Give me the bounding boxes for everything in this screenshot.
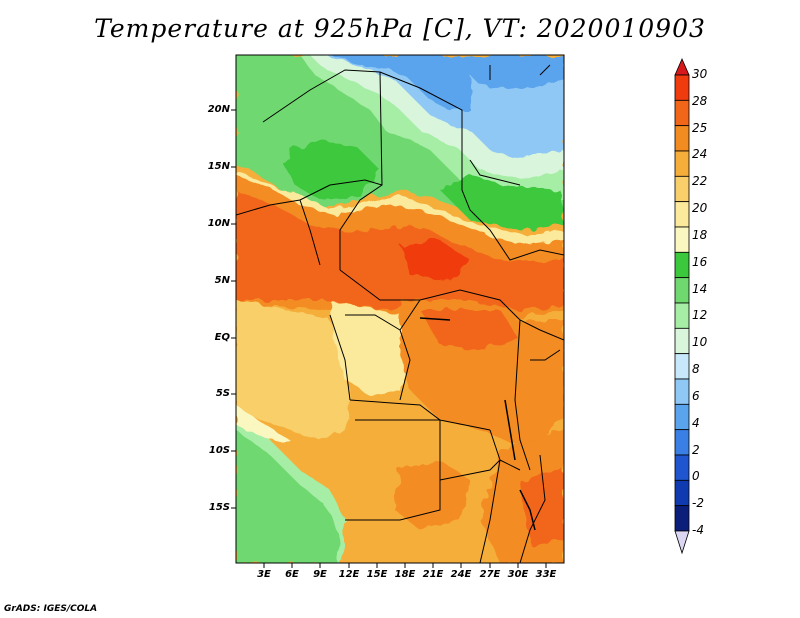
colorbar-label: 20 [692, 201, 708, 216]
lon-label: 9E [313, 569, 327, 580]
lat-label: 5S [215, 388, 230, 399]
colorbar-box [674, 226, 690, 253]
lat-label: 15S [208, 502, 230, 513]
colorbar-label: 18 [692, 227, 708, 242]
colorbar-box [674, 175, 690, 203]
colorbar-box [674, 277, 690, 304]
colorbar-box [674, 201, 690, 228]
lon-label: 33E [535, 569, 557, 580]
lat-label: 10S [208, 445, 230, 456]
lon-label: 15E [366, 569, 388, 580]
colorbar [674, 58, 690, 555]
colorbar-box [674, 251, 690, 279]
colorbar-label: 14 [692, 281, 708, 296]
colorbar-label: 4 [692, 415, 700, 430]
colorbar-box [674, 302, 690, 329]
colorbar-label: 10 [692, 335, 708, 350]
colorbar-top-arrow [674, 58, 690, 76]
colorbar-label: 25 [692, 120, 708, 135]
plot-frame [235, 54, 565, 564]
colorbar-box [674, 454, 690, 481]
colorbar-label: 8 [692, 362, 700, 377]
lon-label: 18E [394, 569, 416, 580]
colorbar-label: 2 [692, 442, 700, 457]
colorbar-label: 24 [692, 147, 708, 162]
map-title: Temperature at 925hPa [C], VT: 202001090… [94, 14, 706, 43]
colorbar-box [674, 403, 690, 431]
colorbar-box [674, 378, 690, 405]
colorbar-box [674, 479, 690, 507]
temperature-field [236, 55, 564, 563]
lon-label: 3E [257, 569, 271, 580]
colorbar-box [674, 74, 690, 101]
lon-label: 27E [479, 569, 501, 580]
credit-text: GrADS: IGES/COLA [4, 604, 98, 614]
colorbar-box [674, 327, 690, 355]
colorbar-box [674, 99, 690, 127]
lon-label: 12E [338, 569, 360, 580]
lakes [419, 317, 536, 531]
colorbar-bottom-arrow [674, 530, 690, 555]
lon-label: 21E [422, 569, 444, 580]
colorbar-box [674, 353, 690, 380]
lon-label: 6E [285, 569, 299, 580]
lon-label: 30E [507, 569, 529, 580]
colorbar-label: 6 [692, 388, 700, 403]
colorbar-label: 30 [692, 67, 708, 81]
lat-label: 5N [214, 275, 230, 286]
colorbar-label: 16 [692, 254, 708, 269]
lat-label: 15N [207, 161, 230, 172]
lat-label: 10N [207, 218, 230, 229]
axis-ticks [231, 109, 547, 568]
country-borders [236, 64, 564, 563]
colorbar-label: 12 [692, 308, 708, 323]
colorbar-box [674, 429, 690, 456]
colorbar-label: 22 [692, 174, 708, 189]
lon-label: 24E [450, 569, 472, 580]
colorbar-box [674, 150, 690, 177]
colorbar-box [674, 505, 690, 532]
lat-label: 20N [207, 104, 230, 115]
colorbar-label: -2 [692, 496, 704, 511]
colorbar-label: 28 [692, 93, 708, 108]
colorbar-box [674, 125, 690, 152]
colorbar-label: 0 [692, 469, 700, 484]
lat-label: EQ [214, 332, 230, 343]
colorbar-label: -4 [692, 523, 704, 537]
